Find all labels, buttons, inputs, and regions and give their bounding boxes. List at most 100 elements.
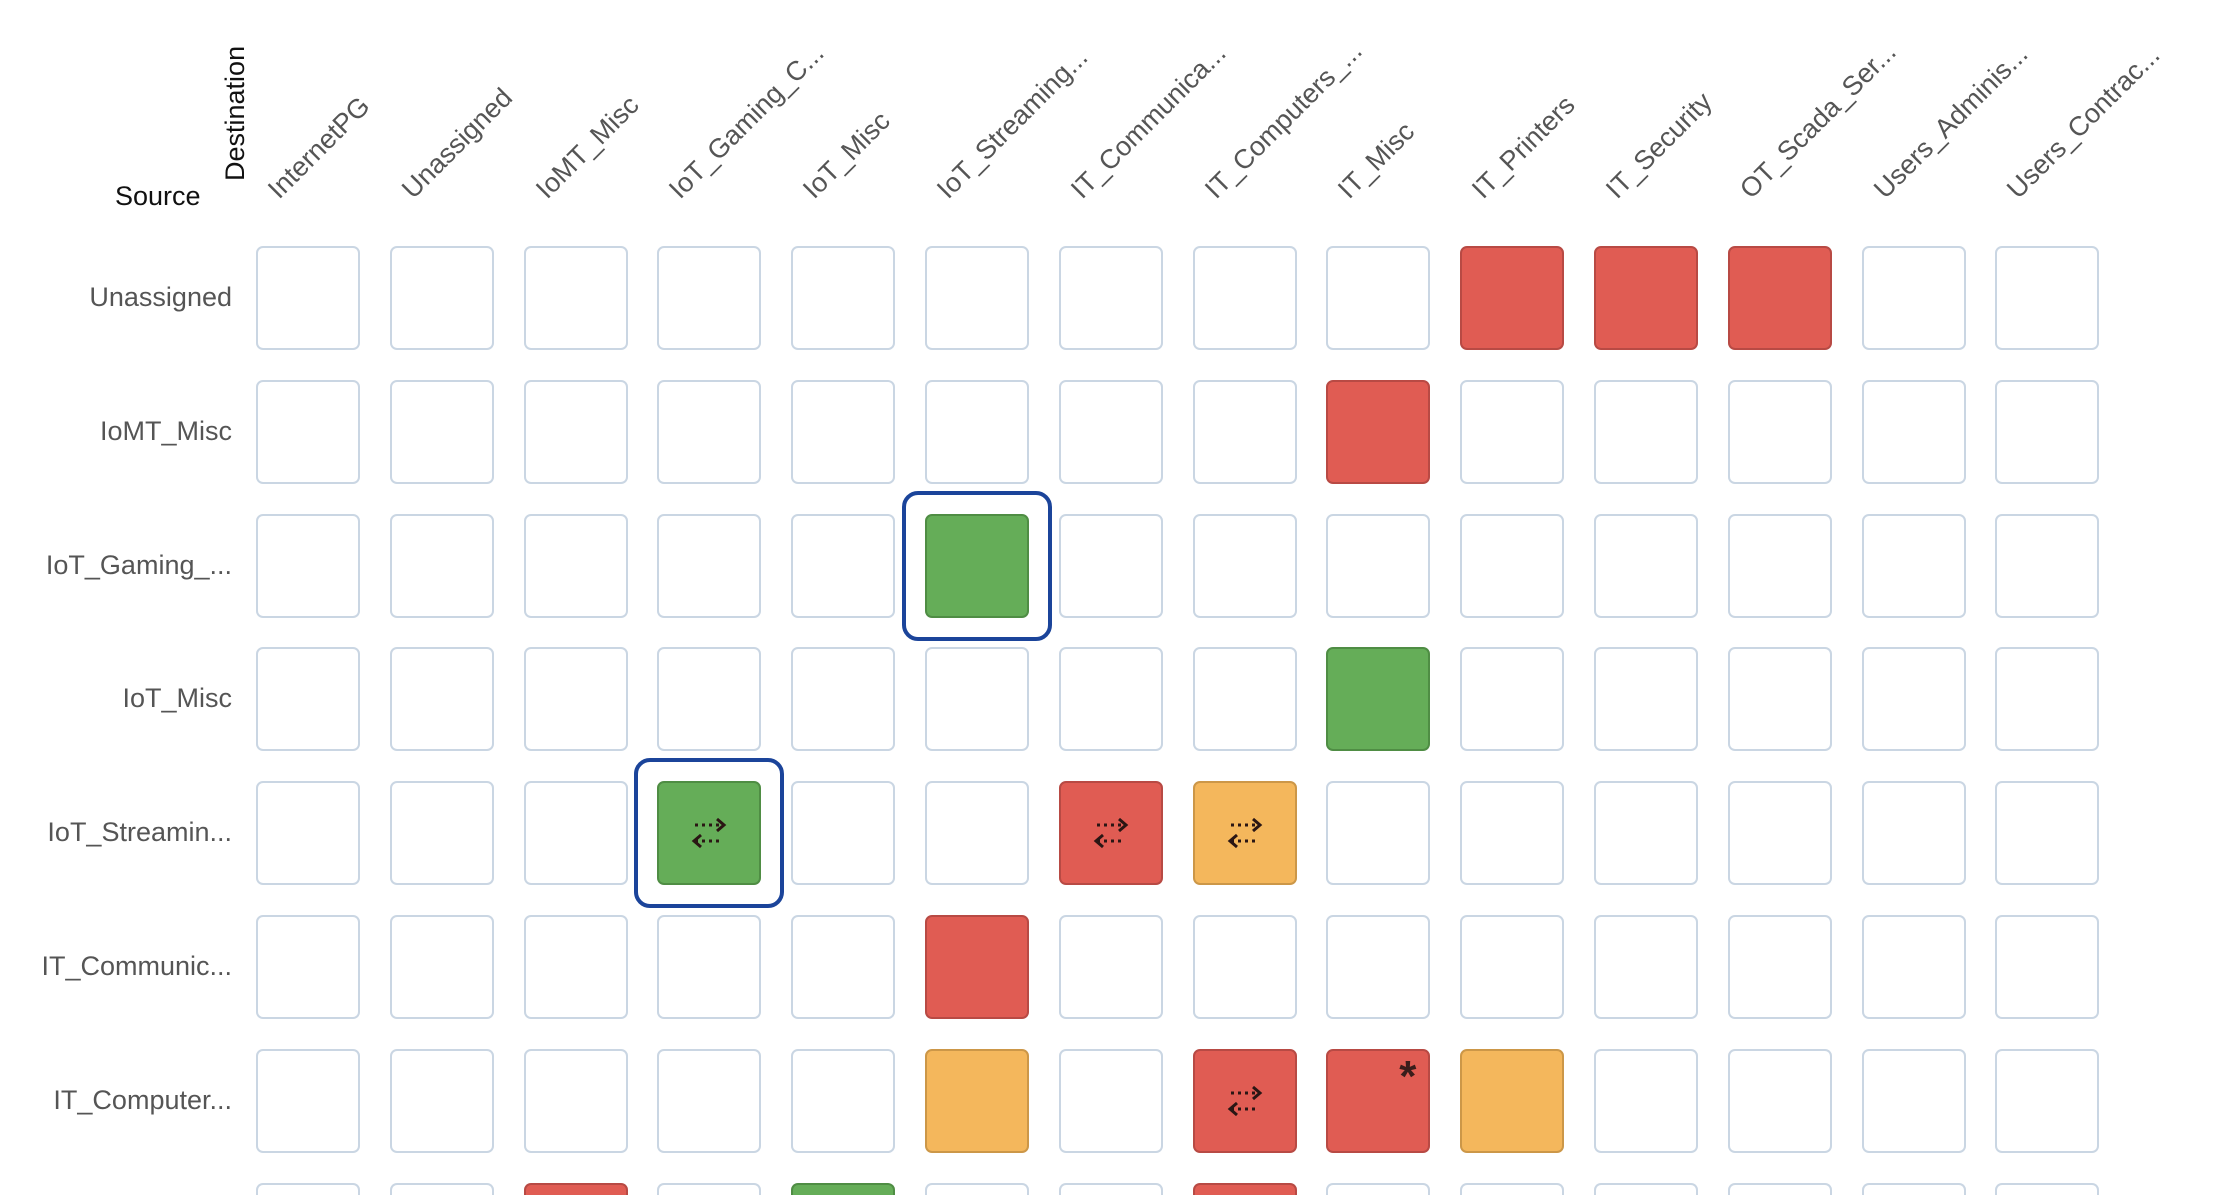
matrix-cell-iot-misc-to-it-computers[interactable] xyxy=(1192,647,1297,752)
matrix-cell-iomt-misc-to-it-misc[interactable] xyxy=(1326,379,1431,484)
matrix-cell-partial-row[interactable] xyxy=(1058,1182,1163,1195)
matrix-cell-iot-misc-to-it-security[interactable] xyxy=(1594,647,1698,752)
matrix-cell-iomt-misc-to-iomt-misc[interactable] xyxy=(523,379,628,484)
matrix-cell-iot-streamin-to-iot-streaming[interactable] xyxy=(925,781,1029,886)
matrix-cell-it-communic-to-users-contrac[interactable] xyxy=(1995,915,2100,1019)
matrix-cell-iot-gaming-to-iot-misc[interactable] xyxy=(791,513,896,618)
matrix-cell-iot-gaming-to-iomt-misc[interactable] xyxy=(523,513,628,618)
matrix-cell-iot-gaming-to-it-security[interactable] xyxy=(1594,513,1698,618)
matrix-cell-it-communic-to-it-printers[interactable] xyxy=(1460,915,1565,1019)
matrix-cell-iot-streamin-to-it-security[interactable] xyxy=(1594,781,1698,886)
matrix-cell-unassigned-to-ot-scada-ser[interactable] xyxy=(1727,246,1832,350)
matrix-cell-iot-misc-to-unassigned[interactable] xyxy=(389,647,494,752)
matrix-cell-iot-streamin-to-iomt-misc[interactable] xyxy=(523,781,628,886)
matrix-cell-unassigned-to-it-printers[interactable] xyxy=(1460,246,1565,350)
matrix-cell-iot-misc-to-iot-misc[interactable] xyxy=(791,647,896,752)
matrix-cell-it-computer-to-iomt-misc[interactable] xyxy=(523,1048,628,1153)
matrix-cell-iomt-misc-to-it-communica[interactable] xyxy=(1058,379,1163,484)
matrix-cell-partial-row[interactable] xyxy=(1861,1182,1966,1195)
matrix-cell-partial-row[interactable] xyxy=(657,1182,762,1195)
matrix-cell-iomt-misc-to-it-computers[interactable] xyxy=(1192,379,1297,484)
matrix-cell-partial-row[interactable] xyxy=(256,1182,360,1195)
matrix-cell-unassigned-to-users-contrac[interactable] xyxy=(1995,246,2100,350)
matrix-cell-unassigned-to-iot-streaming[interactable] xyxy=(925,246,1029,350)
matrix-cell-unassigned-to-iot-misc[interactable] xyxy=(791,246,896,350)
matrix-cell-it-communic-to-iomt-misc[interactable] xyxy=(523,915,628,1019)
matrix-cell-it-computer-to-users-adminis[interactable] xyxy=(1861,1048,1966,1153)
matrix-cell-partial-row[interactable] xyxy=(925,1182,1029,1195)
matrix-cell-it-computer-to-it-printers[interactable] xyxy=(1460,1048,1565,1153)
matrix-cell-iomt-misc-to-iot-misc[interactable] xyxy=(791,379,896,484)
matrix-cell-iot-gaming-to-users-contrac[interactable] xyxy=(1995,513,2100,618)
matrix-cell-iomt-misc-to-iot-gaming-c[interactable] xyxy=(657,379,762,484)
matrix-cell-iot-gaming-to-iot-gaming-c[interactable] xyxy=(657,513,762,618)
matrix-cell-iot-streamin-to-iot-misc[interactable] xyxy=(791,781,896,886)
matrix-cell-it-communic-to-it-security[interactable] xyxy=(1594,915,1698,1019)
matrix-cell-iot-misc-to-iot-gaming-c[interactable] xyxy=(657,647,762,752)
matrix-cell-it-computer-to-iot-streaming[interactable] xyxy=(925,1048,1029,1153)
matrix-cell-iot-gaming-to-unassigned[interactable] xyxy=(389,513,494,618)
matrix-cell-iot-streamin-to-it-communica[interactable] xyxy=(1058,781,1163,886)
matrix-cell-it-computer-to-ot-scada-ser[interactable] xyxy=(1727,1048,1832,1153)
matrix-cell-it-computer-to-unassigned[interactable] xyxy=(389,1048,494,1153)
matrix-cell-iot-misc-to-it-misc[interactable] xyxy=(1326,647,1431,752)
matrix-cell-iot-gaming-to-it-computers[interactable] xyxy=(1192,513,1297,618)
matrix-cell-iot-gaming-to-iot-streaming[interactable] xyxy=(925,513,1029,618)
matrix-cell-it-communic-to-iot-streaming[interactable] xyxy=(925,915,1029,1019)
matrix-cell-unassigned-to-unassigned[interactable] xyxy=(389,246,494,350)
matrix-cell-unassigned-to-iomt-misc[interactable] xyxy=(523,246,628,350)
matrix-cell-iot-misc-to-users-contrac[interactable] xyxy=(1995,647,2100,752)
matrix-cell-iot-misc-to-ot-scada-ser[interactable] xyxy=(1727,647,1832,752)
matrix-cell-partial-row[interactable] xyxy=(1192,1182,1297,1195)
matrix-cell-unassigned-to-it-communica[interactable] xyxy=(1058,246,1163,350)
matrix-cell-unassigned-to-it-computers[interactable] xyxy=(1192,246,1297,350)
matrix-cell-unassigned-to-it-security[interactable] xyxy=(1594,246,1698,350)
matrix-cell-iot-gaming-to-internetpg[interactable] xyxy=(256,513,360,618)
matrix-cell-it-computer-to-iot-misc[interactable] xyxy=(791,1048,896,1153)
matrix-cell-iomt-misc-to-users-adminis[interactable] xyxy=(1861,379,1966,484)
matrix-cell-it-communic-to-it-communica[interactable] xyxy=(1058,915,1163,1019)
matrix-cell-iot-streamin-to-ot-scada-ser[interactable] xyxy=(1727,781,1832,886)
matrix-cell-unassigned-to-users-adminis[interactable] xyxy=(1861,246,1966,350)
matrix-cell-iomt-misc-to-it-printers[interactable] xyxy=(1460,379,1565,484)
matrix-cell-it-computer-to-internetpg[interactable] xyxy=(256,1048,360,1153)
matrix-cell-partial-row[interactable] xyxy=(1460,1182,1565,1195)
matrix-cell-iot-streamin-to-internetpg[interactable] xyxy=(256,781,360,886)
matrix-cell-it-computer-to-iot-gaming-c[interactable] xyxy=(657,1048,762,1153)
matrix-cell-it-communic-to-users-adminis[interactable] xyxy=(1861,915,1966,1019)
matrix-cell-iot-streamin-to-unassigned[interactable] xyxy=(389,781,494,886)
matrix-cell-partial-row[interactable] xyxy=(523,1182,628,1195)
matrix-cell-partial-row[interactable] xyxy=(1727,1182,1832,1195)
matrix-cell-it-communic-to-internetpg[interactable] xyxy=(256,915,360,1019)
matrix-cell-iot-streamin-to-it-computers[interactable] xyxy=(1192,781,1297,886)
matrix-cell-iot-streamin-to-it-misc[interactable] xyxy=(1326,781,1431,886)
matrix-cell-iot-misc-to-it-printers[interactable] xyxy=(1460,647,1565,752)
matrix-cell-unassigned-to-iot-gaming-c[interactable] xyxy=(657,246,762,350)
matrix-cell-partial-row[interactable] xyxy=(1594,1182,1698,1195)
matrix-cell-it-communic-to-it-computers[interactable] xyxy=(1192,915,1297,1019)
matrix-cell-it-computer-to-it-misc[interactable]: * xyxy=(1326,1048,1431,1153)
matrix-cell-it-computer-to-it-communica[interactable] xyxy=(1058,1048,1163,1153)
matrix-cell-iot-gaming-to-it-misc[interactable] xyxy=(1326,513,1431,618)
matrix-cell-iot-gaming-to-it-communica[interactable] xyxy=(1058,513,1163,618)
matrix-cell-it-computer-to-users-contrac[interactable] xyxy=(1995,1048,2100,1153)
matrix-cell-iot-streamin-to-it-printers[interactable] xyxy=(1460,781,1565,886)
matrix-cell-it-communic-to-ot-scada-ser[interactable] xyxy=(1727,915,1832,1019)
matrix-cell-iot-gaming-to-users-adminis[interactable] xyxy=(1861,513,1966,618)
matrix-cell-iomt-misc-to-users-contrac[interactable] xyxy=(1995,379,2100,484)
matrix-cell-it-communic-to-it-misc[interactable] xyxy=(1326,915,1431,1019)
matrix-cell-it-computer-to-it-security[interactable] xyxy=(1594,1048,1698,1153)
matrix-cell-partial-row[interactable] xyxy=(791,1182,896,1195)
matrix-cell-partial-row[interactable] xyxy=(389,1182,494,1195)
matrix-cell-iomt-misc-to-unassigned[interactable] xyxy=(389,379,494,484)
matrix-cell-it-communic-to-unassigned[interactable] xyxy=(389,915,494,1019)
matrix-cell-partial-row[interactable] xyxy=(1326,1182,1431,1195)
matrix-cell-iot-misc-to-iomt-misc[interactable] xyxy=(523,647,628,752)
matrix-cell-iot-streamin-to-iot-gaming-c[interactable] xyxy=(657,781,762,886)
matrix-cell-it-computer-to-it-computers[interactable] xyxy=(1192,1048,1297,1153)
matrix-cell-iot-streamin-to-users-adminis[interactable] xyxy=(1861,781,1966,886)
matrix-cell-iot-gaming-to-ot-scada-ser[interactable] xyxy=(1727,513,1832,618)
matrix-cell-iot-misc-to-iot-streaming[interactable] xyxy=(925,647,1029,752)
matrix-cell-unassigned-to-it-misc[interactable] xyxy=(1326,246,1431,350)
matrix-cell-iot-misc-to-it-communica[interactable] xyxy=(1058,647,1163,752)
